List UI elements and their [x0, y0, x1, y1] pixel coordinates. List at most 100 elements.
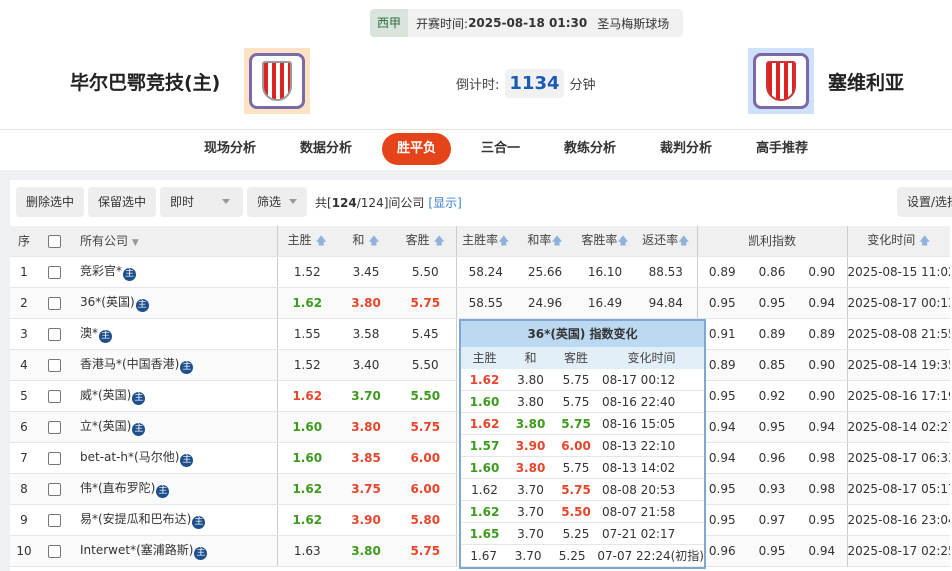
odds-value[interactable]: 1.55	[276, 318, 337, 350]
odds-value[interactable]: 5.45	[395, 318, 456, 350]
company-name[interactable]: Interwet*(塞浦路斯)	[80, 543, 194, 557]
odds-value[interactable]: 3.90	[337, 504, 395, 536]
row-select[interactable]	[38, 256, 70, 288]
company-cell[interactable]: 澳* 主	[70, 318, 277, 350]
odds-value[interactable]: 1.63	[276, 535, 337, 567]
company-name[interactable]: 澳*	[80, 326, 99, 340]
odds-value[interactable]: 5.75	[395, 287, 456, 319]
odds-value[interactable]: 1.60	[276, 442, 337, 474]
odds-value[interactable]: 1.62	[276, 504, 337, 536]
main-badge-icon[interactable]: 主	[156, 485, 170, 498]
company-name[interactable]: 香港马*(中国香港)	[80, 357, 180, 371]
header-time[interactable]: 变化时间 🡅	[846, 226, 951, 257]
odds-value[interactable]: 1.62	[276, 287, 337, 319]
company-cell[interactable]: 竞彩官* 主	[70, 256, 277, 288]
row-checkbox[interactable]	[47, 513, 61, 527]
row-checkbox[interactable]	[47, 389, 61, 403]
company-name[interactable]: 竞彩官*	[80, 264, 123, 278]
row-select[interactable]	[38, 535, 70, 567]
main-badge-icon[interactable]: 主	[123, 268, 137, 281]
mode-select[interactable]: 即时	[160, 187, 243, 217]
row-select[interactable]	[38, 473, 70, 505]
company-cell[interactable]: 香港马*(中国香港) 主	[70, 349, 277, 381]
odds-value[interactable]: 5.75	[395, 535, 456, 567]
header-draw-rate[interactable]: 和率🡅	[515, 226, 575, 257]
header-away-rate[interactable]: 客胜率🡅	[575, 226, 635, 257]
row-select[interactable]	[38, 349, 70, 381]
table-row[interactable]: 2 36*(英国) 主 1.62 3.80 5.75 58.55 24.96 16.49 94.8…	[10, 287, 951, 319]
odds-value[interactable]: 1.60	[276, 411, 337, 443]
header-return[interactable]: 返还率🡅	[635, 226, 697, 257]
odds-value[interactable]: 5.75	[395, 411, 456, 443]
home-team-logo[interactable]	[244, 48, 310, 114]
row-select[interactable]	[38, 318, 70, 350]
main-badge-icon[interactable]: 主	[180, 454, 194, 467]
odds-value[interactable]: 1.52	[276, 256, 337, 288]
odds-value[interactable]: 5.50	[395, 349, 456, 381]
main-badge-icon[interactable]: 主	[132, 392, 146, 405]
odds-value[interactable]: 3.80	[337, 411, 395, 443]
row-checkbox[interactable]	[47, 451, 61, 465]
company-name[interactable]: 威*(英国)	[80, 388, 132, 402]
company-name[interactable]: 36*(英国)	[80, 295, 135, 309]
odds-value[interactable]: 3.40	[337, 349, 395, 381]
odds-value[interactable]: 5.50	[395, 380, 456, 412]
table-row[interactable]: 1 竞彩官* 主 1.52 3.45 5.50 58.24 25.66 16.10 88.53 0.…	[10, 256, 951, 288]
odds-value[interactable]: 3.85	[337, 442, 395, 474]
main-badge-icon[interactable]: 主	[135, 299, 149, 312]
tab-6[interactable]: 高手推荐	[756, 141, 809, 156]
row-checkbox[interactable]	[47, 327, 61, 341]
company-name[interactable]: 易*(安提瓜和巴布达)	[80, 512, 192, 526]
company-name[interactable]: 立*(英国)	[80, 419, 132, 433]
tab-2[interactable]: 胜平负	[381, 133, 451, 165]
company-name[interactable]: 伟*(直布罗陀)	[80, 481, 156, 495]
select-all-checkbox[interactable]	[47, 234, 61, 248]
company-cell[interactable]: 伟*(直布罗陀) 主	[70, 473, 277, 505]
row-checkbox[interactable]	[47, 482, 61, 496]
company-name[interactable]: bet-at-h*(马尔他)	[80, 450, 180, 464]
odds-value[interactable]: 6.00	[395, 473, 456, 505]
main-badge-icon[interactable]: 主	[180, 361, 194, 374]
odds-value[interactable]: 3.80	[337, 535, 395, 567]
odds-value[interactable]: 3.80	[337, 287, 395, 319]
header-away[interactable]: 客胜 🡅	[395, 226, 456, 257]
odds-value[interactable]: 3.75	[337, 473, 395, 505]
company-cell[interactable]: 易*(安提瓜和巴布达) 主	[70, 504, 277, 536]
header-draw[interactable]: 和 🡅	[337, 226, 395, 257]
odds-value[interactable]: 3.58	[337, 318, 395, 350]
header-home[interactable]: 主胜 🡅	[276, 226, 337, 257]
row-checkbox[interactable]	[47, 544, 61, 558]
filter-dropdown[interactable]: 筛选	[247, 187, 308, 217]
company-cell[interactable]: 立*(英国) 主	[70, 411, 277, 443]
header-home-rate[interactable]: 主胜率🡅	[455, 226, 515, 257]
odds-value[interactable]: 1.52	[276, 349, 337, 381]
tab-4[interactable]: 教练分析	[564, 141, 617, 156]
row-checkbox[interactable]	[47, 358, 61, 372]
odds-value[interactable]: 6.00	[395, 442, 456, 474]
main-badge-icon[interactable]: 主	[132, 423, 146, 436]
row-select[interactable]	[38, 442, 70, 474]
row-checkbox[interactable]	[47, 265, 61, 279]
odds-value[interactable]: 3.70	[337, 380, 395, 412]
settings-button[interactable]: 设置/选择	[897, 187, 952, 217]
header-company[interactable]: 所有公司 ▼	[70, 226, 277, 257]
delete-selected-button[interactable]: 删除选中	[16, 187, 85, 217]
home-team-name[interactable]: 毕尔巴鄂竞技(主)	[70, 72, 221, 94]
row-select[interactable]	[38, 411, 70, 443]
company-cell[interactable]: 威*(英国) 主	[70, 380, 277, 412]
row-select[interactable]	[38, 287, 70, 319]
odds-value[interactable]: 3.45	[337, 256, 395, 288]
away-team-name[interactable]: 塞维利亚	[828, 72, 905, 94]
keep-selected-button[interactable]: 保留选中	[88, 187, 157, 217]
main-badge-icon[interactable]: 主	[194, 547, 208, 560]
show-link[interactable]: [显示]	[428, 196, 462, 210]
row-checkbox[interactable]	[47, 296, 61, 310]
row-select[interactable]	[38, 504, 70, 536]
row-checkbox[interactable]	[47, 420, 61, 434]
odds-value[interactable]: 5.50	[395, 256, 456, 288]
odds-value[interactable]: 1.62	[276, 380, 337, 412]
company-cell[interactable]: 36*(英国) 主	[70, 287, 277, 319]
tab-1[interactable]: 数据分析	[299, 141, 352, 156]
tab-5[interactable]: 裁判分析	[660, 141, 713, 156]
away-team-logo[interactable]	[748, 48, 814, 114]
